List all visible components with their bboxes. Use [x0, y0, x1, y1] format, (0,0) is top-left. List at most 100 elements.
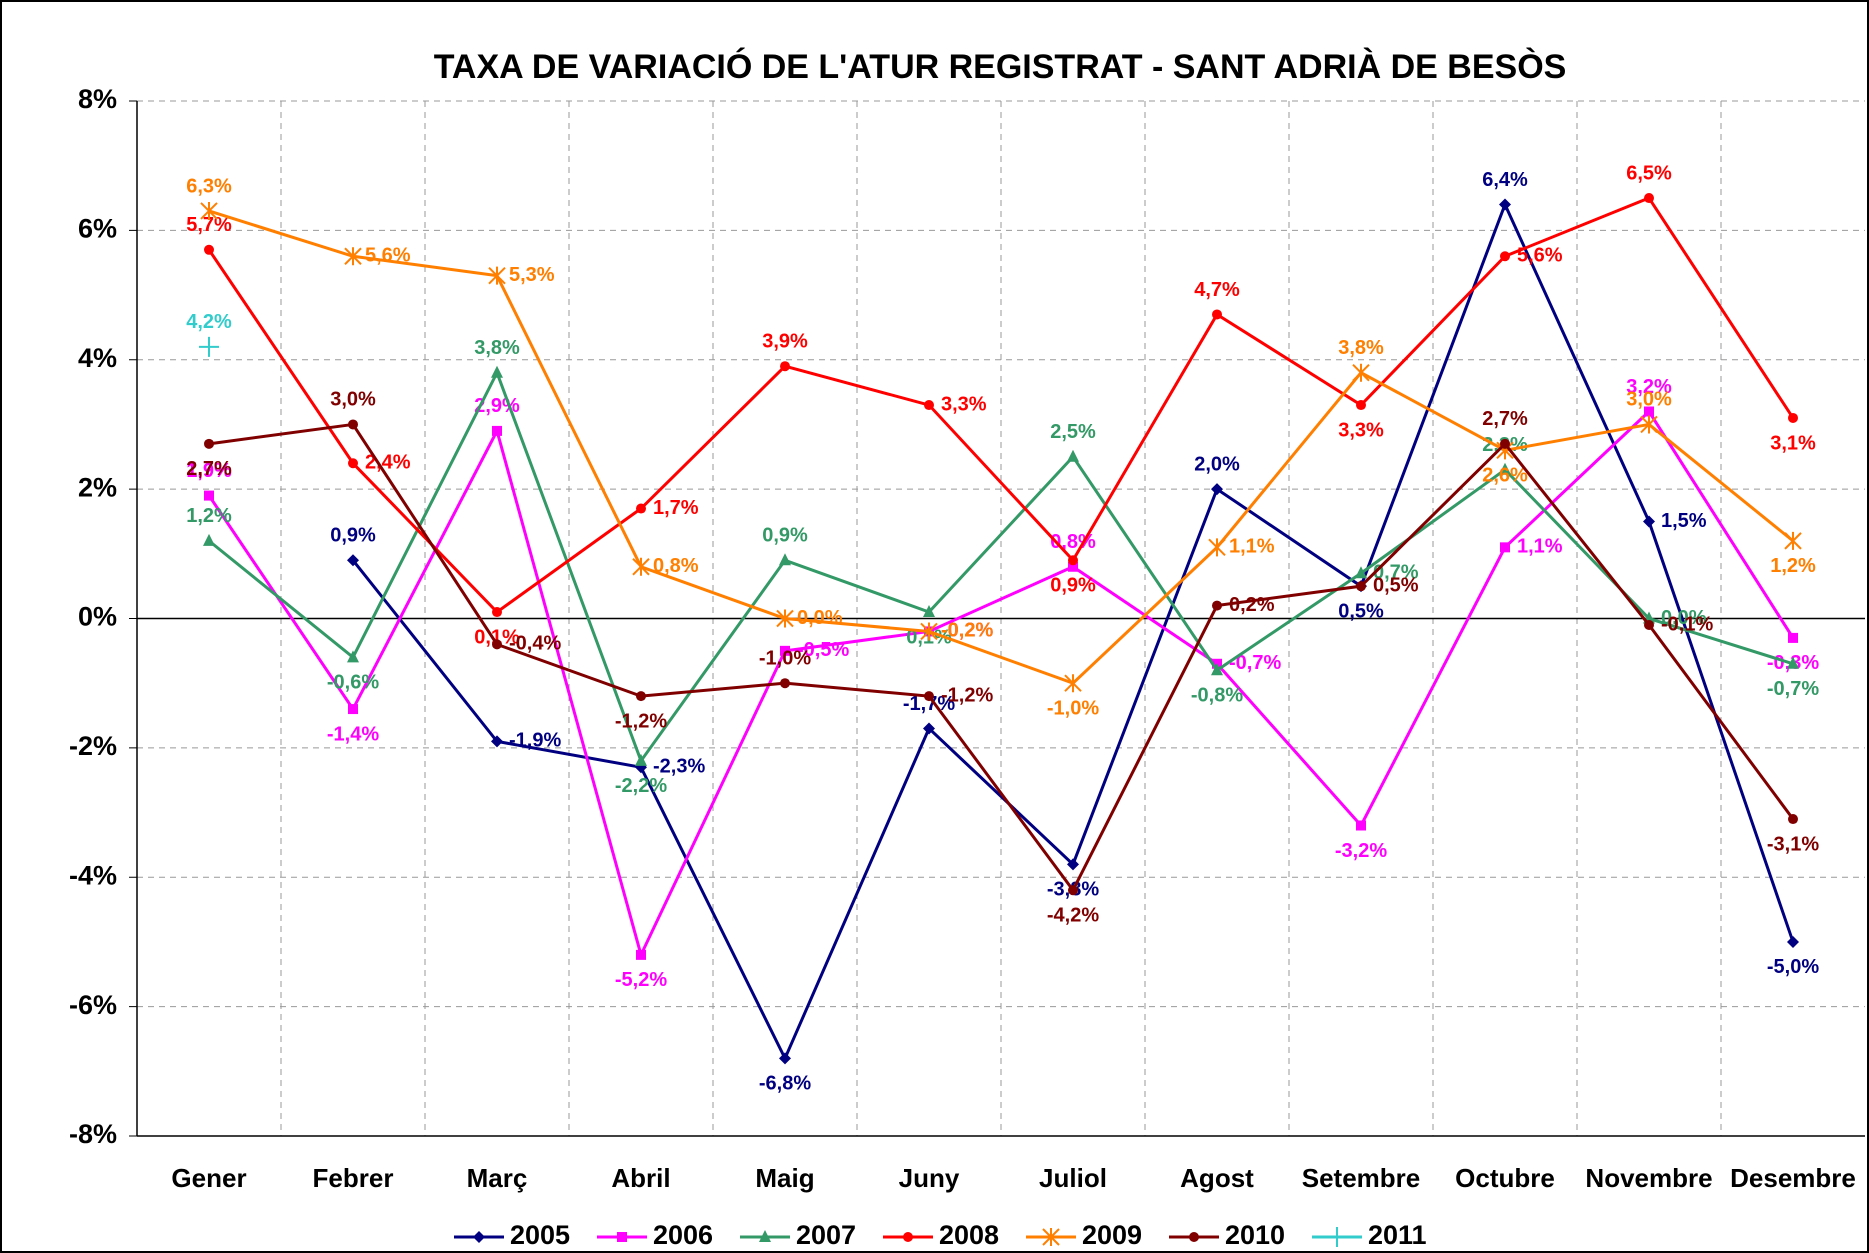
marker — [1643, 515, 1655, 528]
marker — [1784, 531, 1802, 550]
series-line — [208, 368, 1794, 764]
data-label: -2,3% — [653, 756, 705, 778]
data-label: 6,3% — [186, 175, 232, 197]
marker — [491, 365, 503, 378]
marker — [1212, 600, 1222, 611]
marker — [924, 400, 934, 411]
marker — [1356, 820, 1366, 831]
marker — [1211, 483, 1223, 496]
data-label: 3,2% — [1626, 376, 1672, 398]
marker — [1644, 619, 1654, 630]
data-label: -0,7% — [1767, 678, 1819, 700]
marker — [203, 533, 215, 546]
marker — [204, 490, 214, 501]
marker — [1067, 449, 1079, 462]
legend-label: 2009 — [1082, 1220, 1142, 1250]
data-label: 4,2% — [186, 311, 232, 333]
x-tick-label: Febrer — [313, 1163, 394, 1193]
marker — [1068, 555, 1078, 566]
y-tick-label: -8% — [69, 1119, 117, 1149]
marker — [1356, 581, 1366, 592]
x-tick-label: Gener — [171, 1163, 246, 1193]
marker — [1788, 412, 1798, 423]
marker — [200, 201, 218, 220]
marker — [1068, 885, 1078, 896]
data-label: -1,9% — [509, 730, 561, 752]
x-tick-label: Setembre — [1302, 1163, 1421, 1193]
marker — [492, 425, 502, 436]
data-label: 1,2% — [186, 505, 232, 527]
data-label: 2,7% — [186, 458, 232, 480]
data-label: 0,0% — [797, 607, 843, 629]
data-label: 2,6% — [1482, 465, 1528, 487]
legend-label: 2011 — [1368, 1220, 1427, 1250]
legend-label: 2007 — [796, 1220, 856, 1250]
data-label: -6,8% — [759, 1073, 811, 1095]
data-label: 0,9% — [762, 525, 808, 547]
marker — [204, 438, 214, 449]
series: 2,7% 3,0% -0,4% -1,2% -1,0% -1,2% -4,2% 0,2% 0,5… — [186, 389, 1819, 927]
data-label: -0,7% — [1229, 652, 1281, 674]
data-label: 3,1% — [1770, 432, 1816, 454]
series-line — [207, 196, 1795, 615]
data-label: 0,2% — [1229, 594, 1275, 616]
marker — [1787, 656, 1799, 669]
data-label: -3,2% — [1335, 840, 1387, 862]
data-label: 5,7% — [186, 214, 232, 236]
y-tick-label: 8% — [78, 84, 117, 114]
marker — [1327, 1227, 1347, 1247]
data-label: 4,7% — [1194, 279, 1240, 301]
marker — [779, 1052, 791, 1065]
data-label: 6,4% — [1482, 169, 1528, 191]
data-label: -0,4% — [509, 633, 561, 655]
marker — [1500, 542, 1510, 553]
data-label: 0,5% — [1338, 600, 1384, 622]
data-label: 0,1% — [474, 626, 520, 648]
marker — [1355, 566, 1367, 579]
data-label: 1,2% — [1770, 555, 1816, 577]
data-label: -1,2% — [941, 684, 993, 706]
marker — [348, 458, 358, 469]
marker — [347, 650, 359, 663]
marker — [923, 722, 935, 735]
marker — [348, 704, 358, 715]
marker — [1787, 935, 1799, 948]
marker — [1212, 309, 1222, 320]
y-tick-label: 4% — [78, 343, 117, 373]
series: 5,7% 2,4% 0,1% 1,7% 3,9% 3,3% 0,9% 4,7% 3,3% 5,6%… — [186, 162, 1816, 648]
marker — [492, 607, 502, 618]
marker — [1356, 400, 1366, 411]
data-label: 0,9% — [1050, 575, 1096, 597]
marker — [204, 244, 214, 255]
data-label: 0,5% — [1373, 574, 1419, 596]
x-tick-label: Desembre — [1730, 1163, 1856, 1193]
chart-title: TAXA DE VARIACIÓ DE L'ATUR REGISTRAT - S… — [434, 48, 1567, 86]
x-tick-label: Octubre — [1455, 1163, 1555, 1193]
data-label: 3,3% — [941, 393, 987, 415]
data-label: -0,6% — [327, 672, 379, 694]
marker — [488, 266, 506, 285]
data-label: -0,5% — [797, 639, 849, 661]
series: 4,2% — [186, 311, 232, 357]
marker — [348, 419, 358, 430]
marker — [635, 753, 647, 766]
marker — [347, 554, 359, 567]
data-label: 3,3% — [1338, 419, 1384, 441]
data-label: 0,8% — [653, 555, 699, 577]
marker — [492, 639, 502, 650]
legend-label: 2006 — [653, 1220, 713, 1250]
marker — [344, 247, 362, 266]
marker — [780, 678, 790, 689]
marker — [1500, 251, 1510, 262]
marker — [1788, 814, 1798, 825]
data-label: 1,5% — [1661, 510, 1707, 532]
data-label: 1,9% — [186, 460, 232, 482]
data-label: 1,7% — [653, 497, 699, 519]
marker — [1499, 198, 1511, 211]
series: 1,9%-1,4%2,9%-5,2%-0,5%-0,2%0,8%-0,7%-3,… — [186, 376, 1819, 991]
marker — [636, 691, 646, 702]
y-tick-label: -4% — [69, 860, 117, 890]
legend-label: 2008 — [939, 1220, 999, 1250]
